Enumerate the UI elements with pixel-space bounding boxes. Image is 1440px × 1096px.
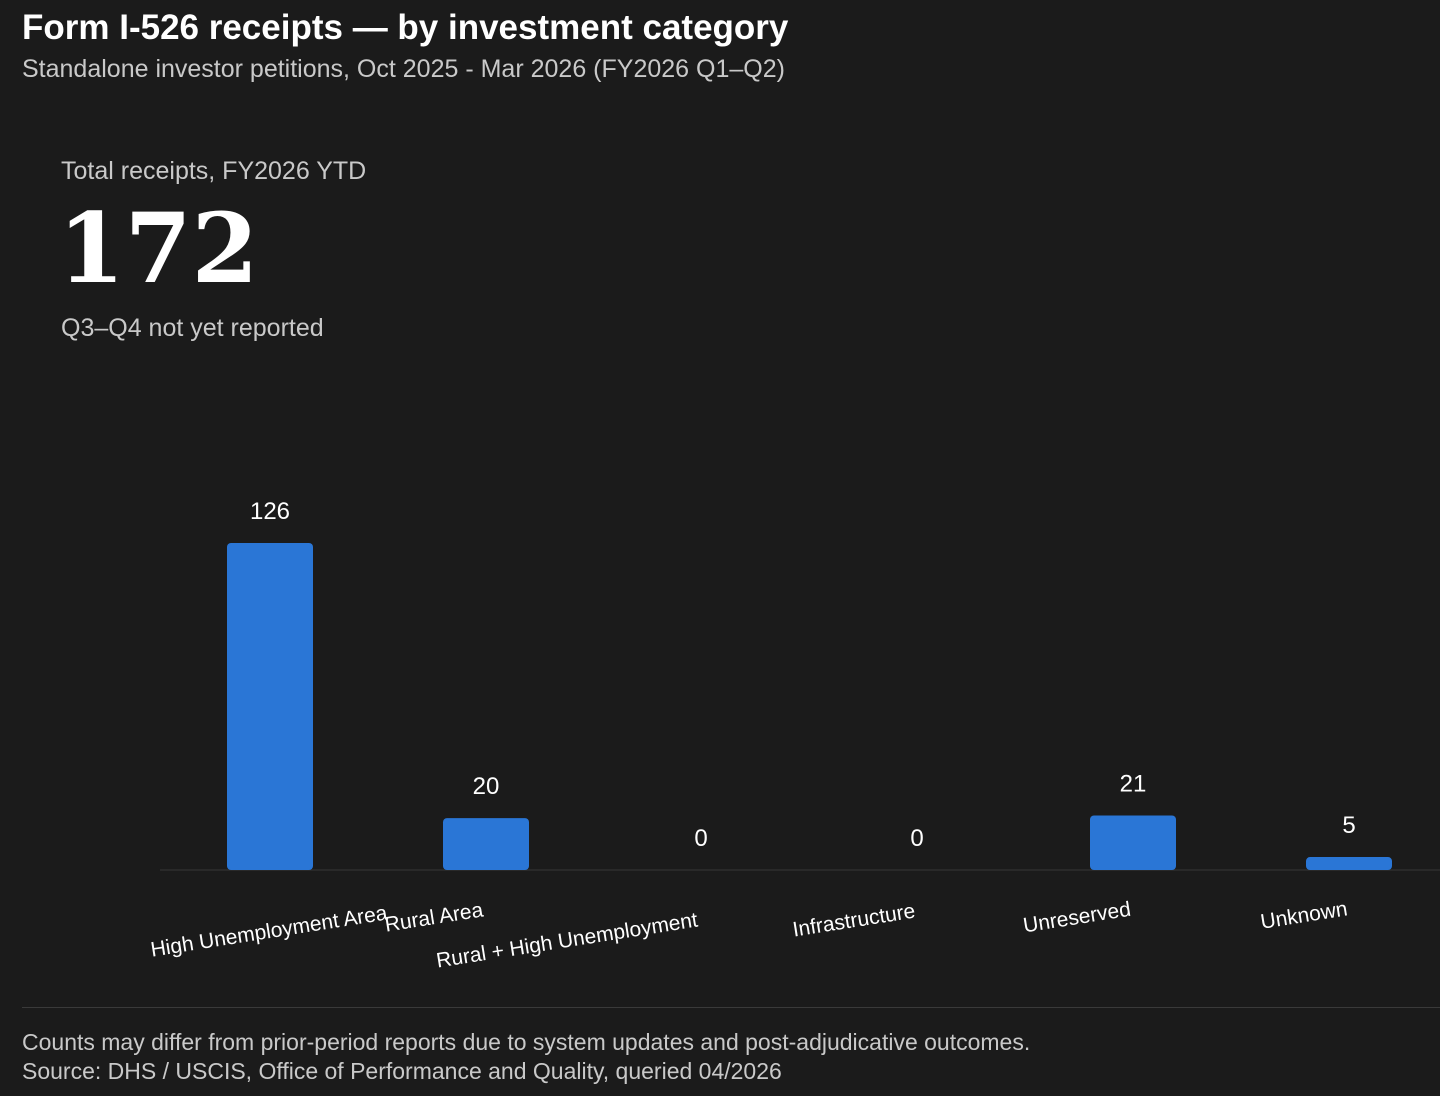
x-tick-label: Unreserved: [1022, 898, 1133, 938]
x-tick-label: Rural Area: [383, 898, 485, 936]
bar-label-group: 126 20 0 0 21 5: [250, 498, 1356, 852]
kpi-value: 172: [58, 192, 259, 305]
bar-group: [227, 543, 1392, 870]
kpi-label: Total receipts, FY2026 YTD: [61, 157, 367, 185]
chart-subtitle: Standalone investor petitions, Oct 2025 …: [22, 55, 785, 83]
footer-divider: [22, 1007, 1440, 1008]
bar-value-label: 5: [1342, 812, 1355, 839]
x-tick-label: High Unemployment Area: [149, 901, 389, 961]
bar-value-label: 0: [694, 825, 707, 852]
bar-value-label: 20: [473, 773, 500, 800]
bar-value-label: 21: [1120, 771, 1147, 798]
bar-value-label: 126: [250, 498, 290, 525]
bar-1: [443, 818, 529, 870]
bar-value-label: 0: [910, 825, 923, 852]
chart-title: Form I-526 receipts — by investment cate…: [22, 8, 789, 47]
footnote: Counts may differ from prior-period repo…: [22, 1029, 1031, 1055]
bar-4: [1090, 815, 1176, 870]
bar-0: [227, 543, 313, 870]
x-tick-label: Infrastructure: [791, 900, 917, 942]
kpi-note: Q3–Q4 not yet reported: [61, 314, 324, 342]
source-note: Source: DHS / USCIS, Office of Performan…: [22, 1058, 782, 1084]
bar-5: [1306, 857, 1392, 870]
x-tick-label: Unknown: [1259, 897, 1349, 933]
